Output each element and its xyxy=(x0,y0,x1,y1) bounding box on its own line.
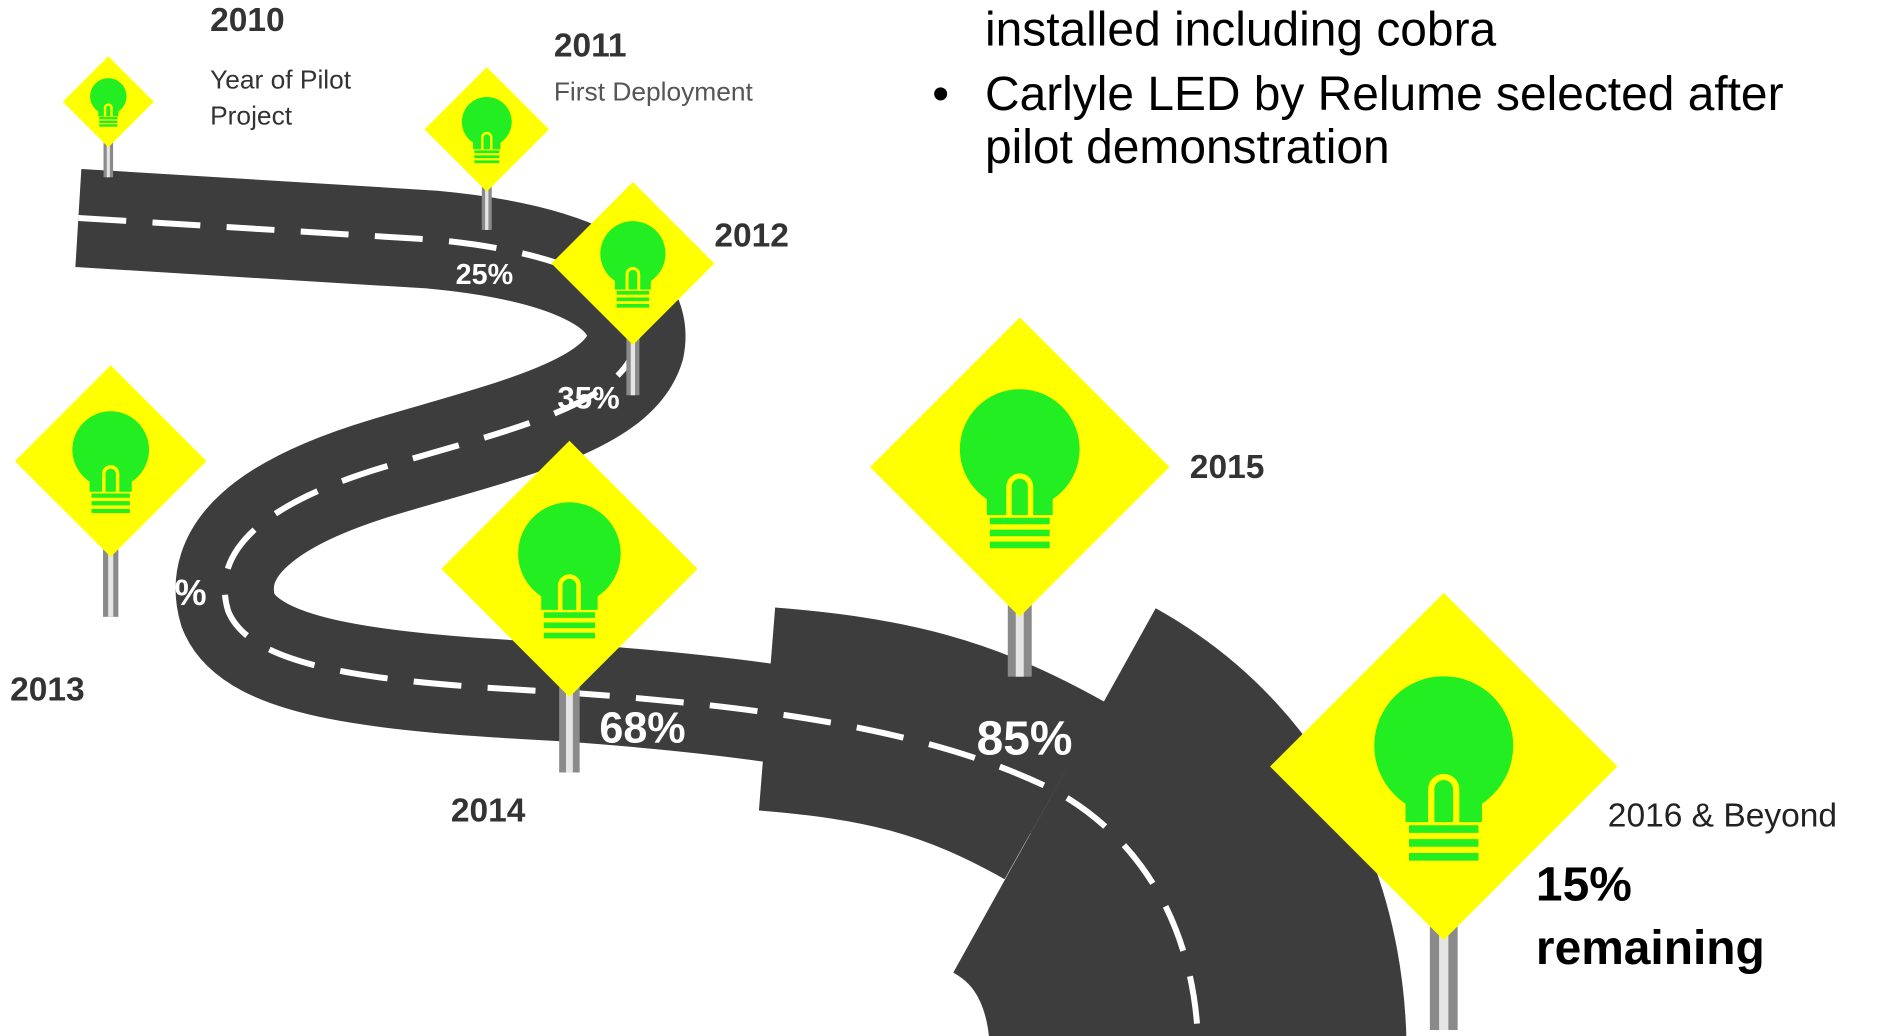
bulb-neck xyxy=(98,105,119,117)
year: 2010 xyxy=(210,2,285,39)
year: 2013 xyxy=(10,672,85,709)
bulb xyxy=(1374,676,1514,816)
percent: 68% xyxy=(599,705,685,753)
bullet-dot: • xyxy=(932,68,949,121)
year: 2011 xyxy=(554,27,627,64)
caption: Project xyxy=(210,101,293,131)
percent: 25% xyxy=(456,259,514,291)
bulb-neck xyxy=(986,479,1053,516)
percent: 53% xyxy=(135,572,207,613)
sign xyxy=(441,440,698,773)
bullet-text: Carlyle LED by Relume selected after xyxy=(985,68,1784,121)
bulb-neck xyxy=(473,134,501,150)
year: 2014 xyxy=(451,793,526,830)
bulb-neck xyxy=(89,468,132,492)
bulb-neck xyxy=(541,579,598,610)
percent: 15% xyxy=(1536,859,1632,912)
sign xyxy=(1270,592,1618,1031)
sign xyxy=(551,182,715,396)
year: 2016 & Beyond xyxy=(1608,797,1837,834)
caption: Year of Pilot xyxy=(210,65,352,95)
year: 2012 xyxy=(714,218,789,255)
percent: 85% xyxy=(977,713,1073,766)
caption: First Deployment xyxy=(554,77,754,107)
sign xyxy=(14,365,207,617)
bulb-neck xyxy=(614,270,651,290)
sign xyxy=(62,56,154,178)
bullet-text: pilot demonstration xyxy=(985,121,1390,174)
note: remaining xyxy=(1536,922,1765,975)
year: 2015 xyxy=(1190,449,1265,486)
sign xyxy=(870,317,1170,677)
percent: 35% xyxy=(557,380,619,415)
bullet-text: installed including cobra xyxy=(985,4,1497,57)
sign xyxy=(424,67,550,230)
bulb-neck xyxy=(1405,780,1482,823)
